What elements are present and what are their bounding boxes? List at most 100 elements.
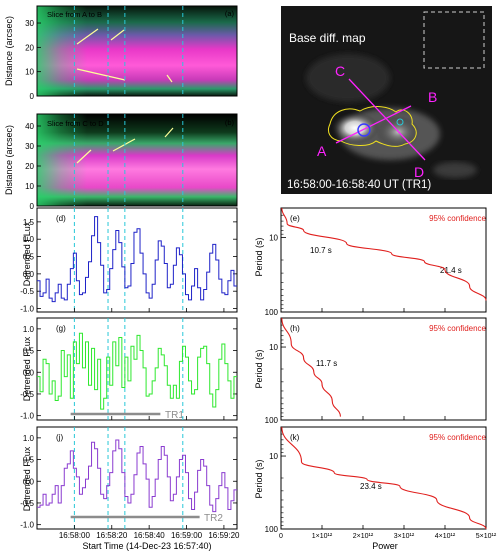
- slice-C-D: [348, 78, 426, 161]
- map-label-A: A: [317, 143, 327, 159]
- panel-k-peak-1: 23.4 s: [360, 482, 382, 491]
- ytick-label: -1.0: [20, 305, 34, 314]
- ytick-label: 20: [25, 162, 34, 171]
- panel-d-tag: (d): [56, 214, 66, 223]
- panel-a: Slice from A to B (a) Distance (arcsec) …: [4, 5, 238, 101]
- flux-series-line: [37, 332, 237, 410]
- x-axis-tick-labels: 16:58:00 16:58:20 16:58:40 16:59:00 16:59:20: [59, 531, 240, 540]
- time-tick-label: 16:59:20: [208, 531, 240, 540]
- ytick-label: -0.5: [20, 499, 34, 508]
- plot-frame: [36, 317, 238, 421]
- panel-d: Detrended FLux (d) -1.0 -0.5 0.0 0.5 1.0 1.5: [20, 207, 238, 314]
- map-dashed-box: [423, 11, 485, 69]
- ytick-label: 40: [25, 122, 34, 131]
- ytick-label: 10: [269, 343, 278, 352]
- ytick-label: 0.0: [23, 270, 35, 279]
- panel-a-tag: (a): [225, 9, 235, 18]
- ytick-label: 0: [30, 92, 35, 101]
- panel-h: Period (s) (h) 95% confidence 11.7 s 10 1…: [254, 317, 487, 425]
- flux-series-line: [37, 216, 237, 303]
- panel-a-ylabel: Distance (arcsec): [4, 16, 14, 86]
- panel-b-tag: (b): [225, 118, 235, 127]
- time-tick-label: 16:58:20: [96, 531, 128, 540]
- time-tick-label: 16:58:40: [134, 531, 166, 540]
- panel-d-ylabel: Detrended FLux: [22, 221, 32, 286]
- ytick-label: 10: [25, 68, 34, 77]
- power-axis-tick-labels: 0 1×10¹² 2×10¹² 3×10¹² 4×10¹² 5×10¹²: [279, 533, 497, 540]
- panel-j-tag: (j): [56, 433, 63, 442]
- map-blue-circle: [357, 123, 371, 137]
- power-tick-label: 0: [279, 533, 283, 540]
- panel-k: Period (s) (k) 95% confidence 23.4 s 10 1…: [254, 426, 487, 534]
- panel-a-track-3: [76, 68, 126, 81]
- ytick-label: 30: [25, 142, 34, 151]
- panel-e-tag: (e): [290, 214, 300, 223]
- panel-j-bar-label: TR2: [204, 513, 223, 524]
- panel-a-yticks: 0 10 20 30: [25, 6, 184, 101]
- map-cyan-circle: [396, 118, 404, 126]
- panel-c-base-diff-map: Base diff. map A B C D 16:58:00-16:58:40…: [281, 6, 492, 194]
- panel-g-bar-label: TR1: [165, 410, 184, 421]
- global-power-curve: [282, 427, 384, 529]
- panel-a-track-2: [110, 29, 125, 41]
- panel-g-ylabel: Detrended FLux: [22, 336, 32, 401]
- flux-series-line: [37, 439, 237, 513]
- ytick-label: 0.5: [23, 253, 35, 262]
- ytick-label: 10: [269, 234, 278, 243]
- plot-frame: [280, 317, 487, 421]
- panel-k-ylabel: Period (s): [254, 459, 264, 498]
- plot-frame: [280, 207, 487, 313]
- power-tick-label: 2×10¹²: [353, 533, 374, 540]
- panel-b-ylabel: Distance (arcsec): [4, 125, 14, 195]
- global-power-curve: [282, 208, 449, 312]
- ytick-label: 0.0: [23, 477, 35, 486]
- plot-frame: [36, 207, 238, 313]
- panel-k-tag: (k): [290, 433, 300, 442]
- panel-b-yticks: 0 10 20 30 40: [25, 114, 184, 211]
- ytick-label: -0.5: [20, 287, 34, 296]
- ytick-label: 10: [25, 182, 34, 191]
- ytick-label: 1.0: [23, 235, 35, 244]
- x-axis-label: Start Time (14-Dec-23 16:57:40): [82, 541, 211, 551]
- panel-e-peak-2: 21.4 s: [440, 266, 462, 275]
- ytick-label: 1.0: [23, 434, 35, 443]
- panel-h-tag: (h): [290, 324, 300, 333]
- panel-j-ylabel: Detrended FLux: [22, 446, 32, 511]
- map-title: Base diff. map: [289, 31, 366, 45]
- ytick-label: 1.5: [23, 218, 35, 227]
- panel-a-left-band: [37, 6, 237, 96]
- slice-A-B: [335, 105, 412, 144]
- ytick-label: 100: [265, 416, 279, 425]
- ytick-label: 1.0: [23, 325, 35, 334]
- panel-e: Period (s) (e) 95% confidence 10.7 s 21.…: [254, 207, 487, 317]
- panel-h-confidence: 95% confidence: [429, 324, 486, 333]
- global-power-curve: [282, 318, 314, 420]
- ytick-label: 0.0: [23, 368, 35, 377]
- map-haze-1: [306, 54, 390, 102]
- panel-h-ylabel: Period (s): [254, 349, 264, 388]
- panel-a-track-1: [76, 28, 99, 45]
- panel-j: Detrended FLux (j) TR2 -1.0 -0.5 0.0 0.5 1.0: [20, 426, 238, 530]
- panel-b-track-1: [76, 149, 92, 164]
- map-label-D: D: [414, 164, 424, 180]
- ytick-label: 0.5: [23, 456, 35, 465]
- time-tick-label: 16:59:00: [171, 531, 203, 540]
- map-time-label: 16:58:00-16:58:40 UT (TR1): [287, 179, 431, 191]
- map-yellow-contour: [327, 106, 417, 147]
- ytick-label: 10: [269, 452, 278, 461]
- ytick-label: 0: [30, 202, 35, 211]
- ytick-label: 30: [25, 19, 34, 28]
- plot-frame: [280, 426, 487, 530]
- panel-a-track-4: [166, 74, 173, 83]
- ytick-label: 20: [25, 43, 34, 52]
- power-tick-label: 5×10¹²: [476, 533, 497, 540]
- panel-b: Slice from C to D (b) Distance (arcsec) …: [4, 113, 238, 211]
- panel-a-frame: [36, 5, 238, 97]
- panel-g: Detrended FLux (g) TR1 -1.0 -0.5 0.0 0.5 1.0: [20, 317, 238, 421]
- panel-h-peak-1: 11.7 s: [316, 359, 337, 368]
- panel-g-tag: (g): [56, 324, 66, 333]
- panel-b-frame: [36, 113, 238, 207]
- power-tick-label: 1×10¹²: [312, 533, 333, 540]
- ytick-label: -0.5: [20, 390, 34, 399]
